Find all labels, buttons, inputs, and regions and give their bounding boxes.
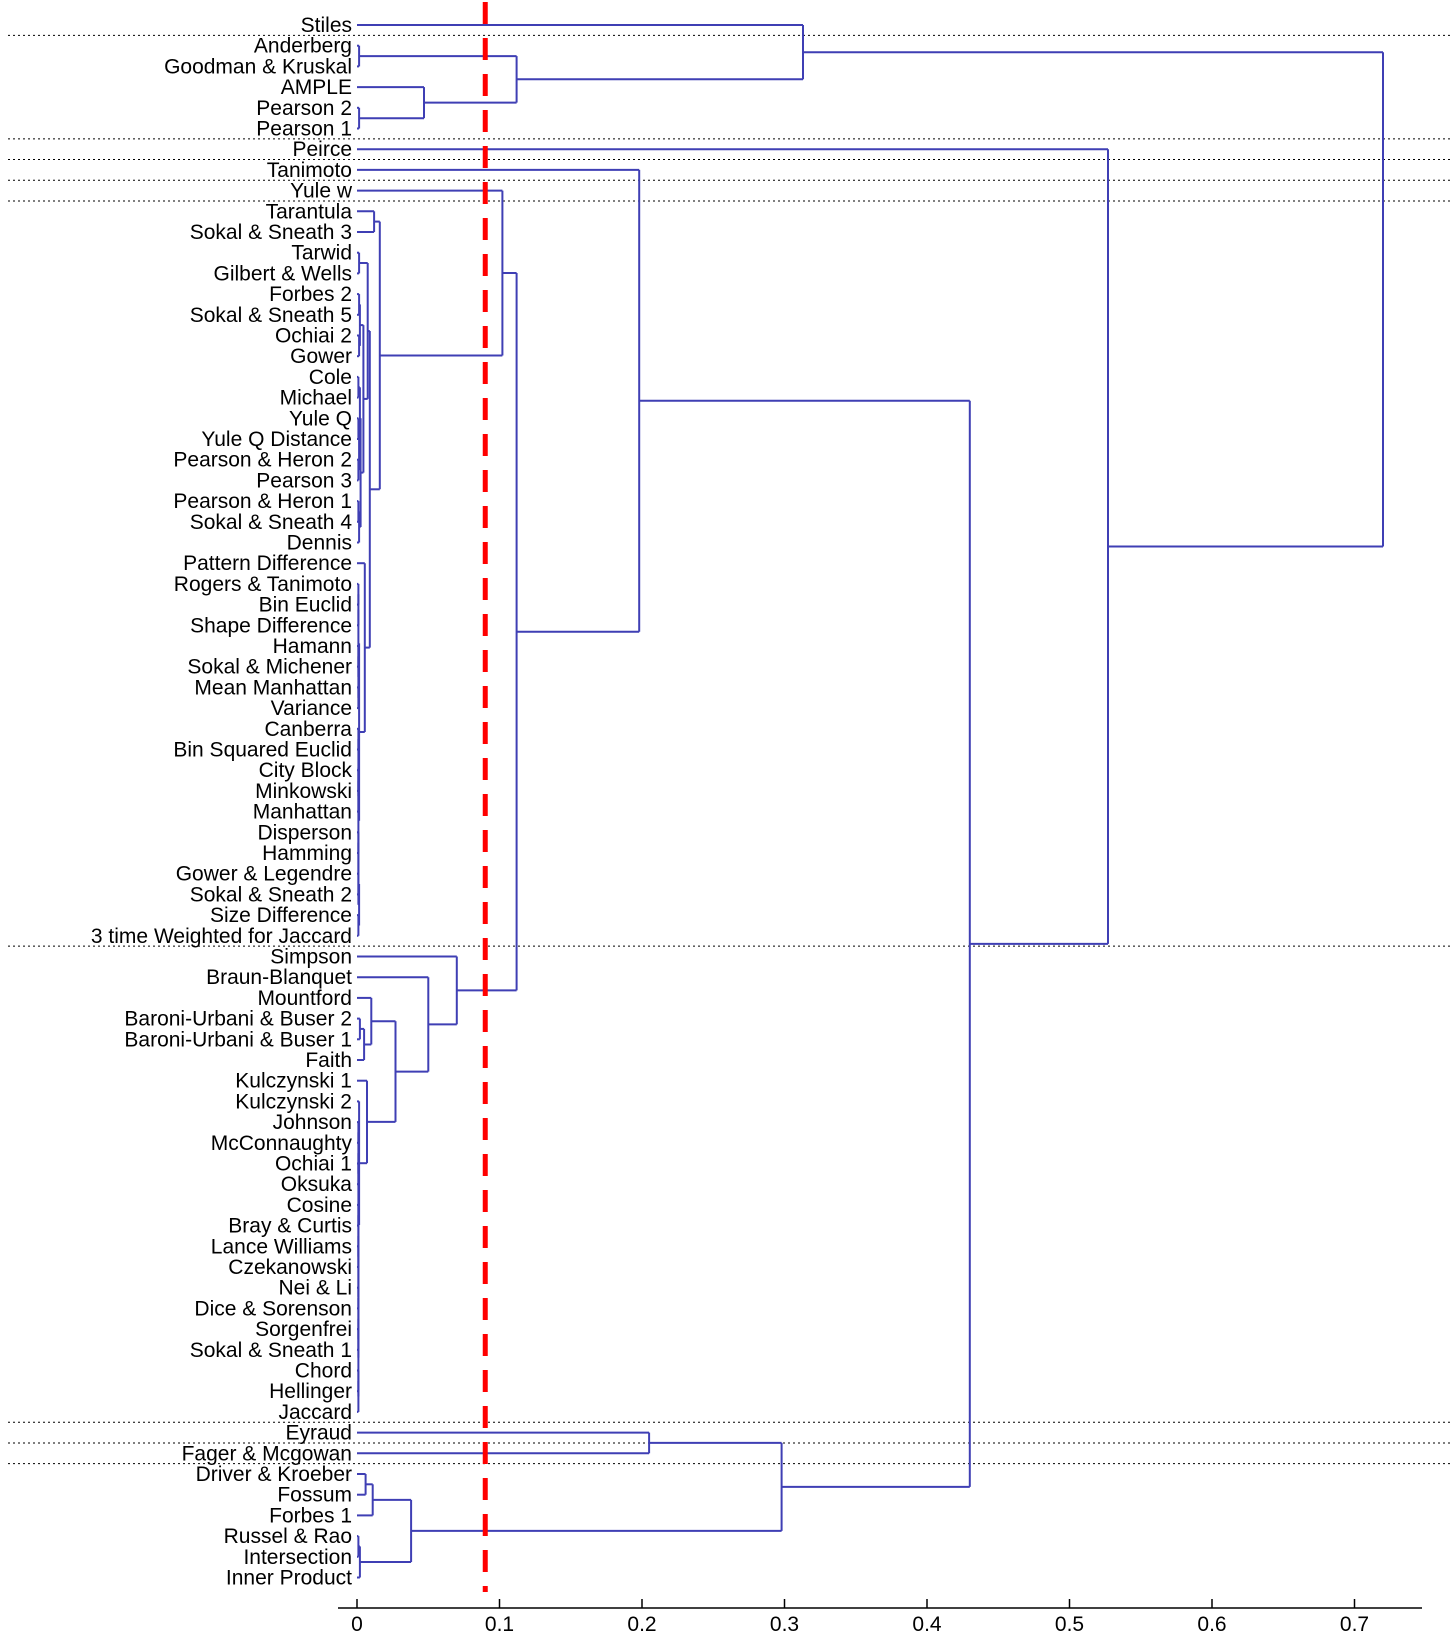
leaf-label-disperson: Disperson xyxy=(257,821,352,844)
leaf-label-tarantula: Tarantula xyxy=(266,200,353,223)
leaf-label-russel-rao: Russel & Rao xyxy=(224,1525,352,1548)
leaf-label-dennis: Dennis xyxy=(287,532,352,555)
leaf-label-tarwid: Tarwid xyxy=(291,242,352,265)
x-tick-label-0: 0 xyxy=(351,1613,363,1634)
leaf-label-fossum: Fossum xyxy=(277,1484,352,1507)
leaf-label-mean-manhattan: Mean Manhattan xyxy=(194,676,352,699)
leaf-label-mountford: Mountford xyxy=(257,987,352,1010)
leaf-label-cole: Cole xyxy=(309,366,352,389)
leaf-label-simpson: Simpson xyxy=(270,946,352,969)
x-axis: 0 0.1 0.2 0.3 0.4 0.5 0.6 0.7 xyxy=(338,1599,1422,1634)
leaf-label-gower-legendre: Gower & Legendre xyxy=(176,863,352,886)
leaf-label-bin-squared-euclid: Bin Squared Euclid xyxy=(173,739,352,762)
leaf-label-anderberg: Anderberg xyxy=(254,35,352,58)
leaf-label-bray-curtis: Bray & Curtis xyxy=(228,1215,352,1238)
leaf-label-goodman-kruskal: Goodman & Kruskal xyxy=(164,55,352,78)
leaf-label-yule-q: Yule Q xyxy=(289,407,352,430)
leaf-label-sokal-sneath-4: Sokal & Sneath 4 xyxy=(190,511,353,534)
x-tick-label-4: 0.4 xyxy=(912,1613,942,1634)
leaf-label-manhattan: Manhattan xyxy=(253,801,352,824)
leaf-label-dice-sorenson: Dice & Sorenson xyxy=(194,1297,352,1320)
leaf-label-ochiai-1: Ochiai 1 xyxy=(275,1153,352,1176)
leaf-label-sokal-sneath-3: Sokal & Sneath 3 xyxy=(190,221,352,244)
leaf-label-rogers-tanimoto: Rogers & Tanimoto xyxy=(174,573,352,596)
leaf-label-tanimoto: Tanimoto xyxy=(267,159,352,182)
leaf-label-pearson-heron-2: Pearson & Heron 2 xyxy=(173,449,352,472)
leaf-label-gilbert-wells: Gilbert & Wells xyxy=(214,262,352,285)
leaf-label-nei-li: Nei & Li xyxy=(278,1277,352,1300)
leaf-label-pattern-difference: Pattern Difference xyxy=(183,552,352,575)
leaf-label-braun-blanquet: Braun-Blanquet xyxy=(206,966,352,989)
leaf-label-size-difference: Size Difference xyxy=(210,904,352,927)
leaf-label-kulczynski-1: Kulczynski 1 xyxy=(235,1070,352,1093)
leaf-label-sokal-michener: Sokal & Michener xyxy=(187,656,352,679)
leaf-label-kulczynski-2: Kulczynski 2 xyxy=(235,1090,352,1113)
leaf-label-yule-q-distance: Yule Q Distance xyxy=(201,428,352,451)
x-tick-label-5: 0.5 xyxy=(1055,1613,1084,1634)
x-tick-label-6: 0.6 xyxy=(1197,1613,1226,1634)
leaf-label-czekanowski: Czekanowski xyxy=(228,1256,352,1279)
leaf-label-driver-kroeber: Driver & Kroeber xyxy=(196,1463,352,1486)
leaf-label-canberra: Canberra xyxy=(264,718,352,741)
leaf-label-baroni-urbani-buser-1: Baroni-Urbani & Buser 1 xyxy=(124,1028,352,1051)
leaf-label-jaccard: Jaccard xyxy=(278,1401,352,1424)
leaf-label-lance-williams: Lance Williams xyxy=(211,1235,352,1258)
leaf-label-stiles: Stiles xyxy=(301,14,352,37)
leaf-label-shape-difference: Shape Difference xyxy=(190,614,352,637)
leaf-label-city-block: City Block xyxy=(259,759,353,782)
leaf-label-forbes-1: Forbes 1 xyxy=(269,1504,352,1527)
leaf-label-hellinger: Hellinger xyxy=(269,1380,352,1403)
leaf-label-sokal-sneath-1: Sokal & Sneath 1 xyxy=(190,1339,352,1362)
leaf-label-minkowski: Minkowski xyxy=(255,780,352,803)
leaf-label-pearson-1: Pearson 1 xyxy=(256,118,352,141)
leaf-label-gower: Gower xyxy=(290,345,352,368)
leaf-label-inner-product: Inner Product xyxy=(226,1567,352,1590)
leaf-label-sorgenfrei: Sorgenfrei xyxy=(255,1318,352,1341)
leaf-label-pearson-heron-1: Pearson & Heron 1 xyxy=(173,490,352,513)
leaf-label-yule-w: Yule w xyxy=(290,180,353,203)
leaf-label-sokal-sneath-2: Sokal & Sneath 2 xyxy=(190,883,352,906)
leaf-label-baroni-urbani-buser-2: Baroni-Urbani & Buser 2 xyxy=(124,1008,352,1031)
leaf-label-hamming: Hamming xyxy=(262,842,352,865)
leaf-label-fager-mcgowan: Fager & Mcgowan xyxy=(182,1442,352,1465)
leaf-label-peirce: Peirce xyxy=(292,138,352,161)
cluster-separators xyxy=(8,34,1450,1465)
leaf-label-sokal-sneath-5: Sokal & Sneath 5 xyxy=(190,304,352,327)
x-tick-label-1: 0.1 xyxy=(485,1613,514,1634)
leaf-label-intersection: Intersection xyxy=(243,1546,352,1569)
x-tick-label-3: 0.3 xyxy=(770,1613,799,1634)
leaf-label-ochiai-2: Ochiai 2 xyxy=(275,325,352,348)
leaf-label-faith: Faith xyxy=(305,1049,352,1072)
leaf-label-variance: Variance xyxy=(271,697,352,720)
leaf-label-eyraud: Eyraud xyxy=(285,1422,352,1445)
leaf-label-pearson-2: Pearson 2 xyxy=(256,97,352,120)
leaf-label-oksuka: Oksuka xyxy=(281,1173,353,1196)
leaf-label-cosine: Cosine xyxy=(287,1194,352,1217)
leaf-label-ample: AMPLE xyxy=(281,76,352,99)
x-tick-label-2: 0.2 xyxy=(627,1613,656,1634)
dendrogram-links xyxy=(357,24,1384,1579)
leaf-label-forbes-2: Forbes 2 xyxy=(269,283,352,306)
leaf-label-bin-euclid: Bin Euclid xyxy=(259,594,352,617)
leaf-label-hamann: Hamann xyxy=(273,635,352,658)
leaf-label-pearson-3: Pearson 3 xyxy=(256,469,352,492)
leaf-label-michael: Michael xyxy=(280,387,352,410)
leaf-label-johnson: Johnson xyxy=(273,1111,352,1134)
leaf-label-3-time-weighted-for-jaccard: 3 time Weighted for Jaccard xyxy=(91,925,352,948)
leaf-label-mcconnaughty: McConnaughty xyxy=(211,1132,353,1155)
x-tick-label-7: 0.7 xyxy=(1340,1613,1369,1634)
leaf-label-chord: Chord xyxy=(295,1360,352,1383)
